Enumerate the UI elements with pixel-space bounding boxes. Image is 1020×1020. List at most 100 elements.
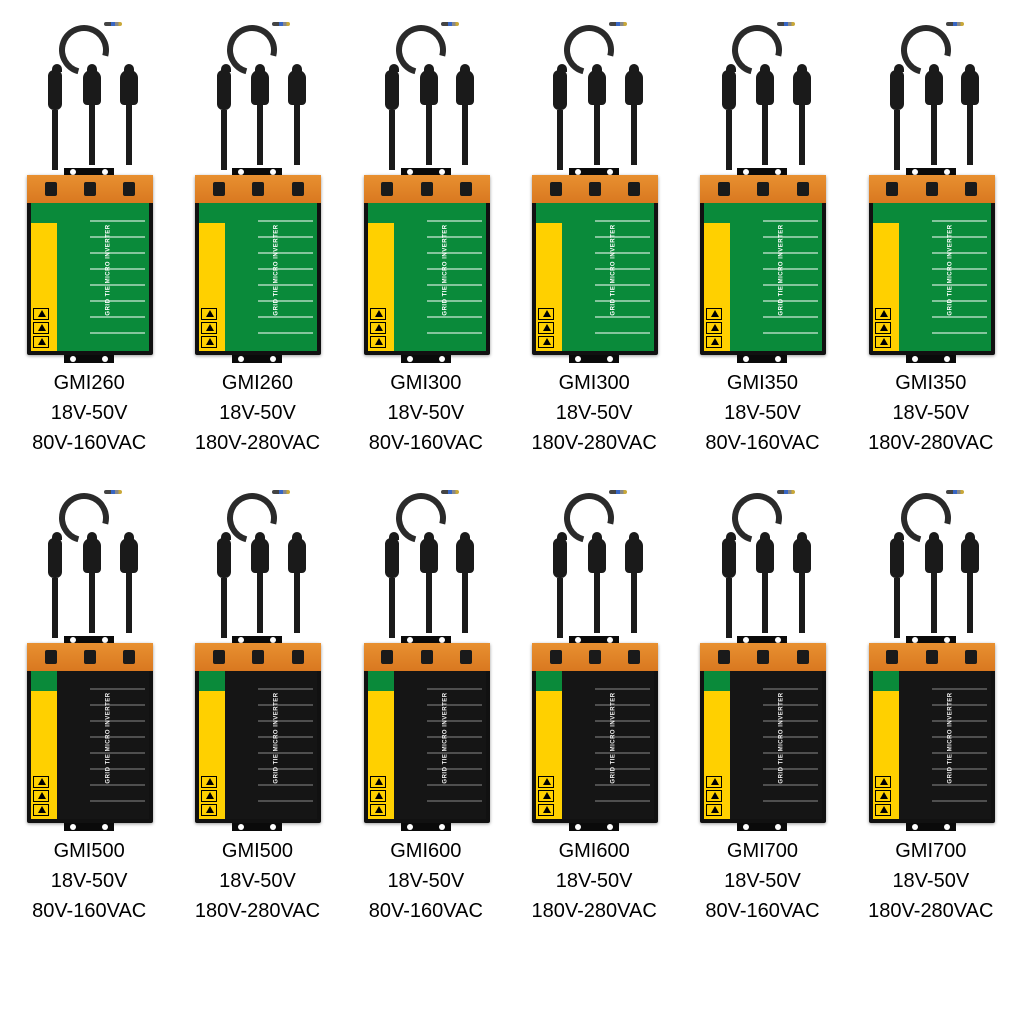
product-card: WARNING DANGER GRID TIE MICRO INVERTER G… [515, 20, 673, 458]
product-card: WARNING DANGER GRID TIE MICRO INVERTER G… [852, 488, 1010, 926]
ac-range-text: 80V-160VAC [705, 896, 819, 926]
ac-range-text: 80V-160VAC [369, 896, 483, 926]
model-text: GMI350 [705, 368, 819, 398]
product-card: WARNING DANGER GRID TIE MICRO INVERTER G… [178, 20, 336, 458]
hazard-icons [875, 776, 891, 816]
hazard-icons [538, 776, 554, 816]
device-body: WARNING DANGER GRID TIE MICRO INVERTER [364, 643, 490, 823]
hazard-icons [706, 308, 722, 348]
mount-bracket-icon [906, 355, 956, 363]
product-image: WARNING DANGER GRID TIE MICRO INVERTER [861, 20, 1001, 360]
connector-icon [791, 70, 813, 170]
device-body: WARNING DANGER GRID TIE MICRO INVERTER [700, 175, 826, 355]
model-text: GMI700 [705, 836, 819, 866]
model-text: GMI300 [369, 368, 483, 398]
device-body: WARNING DANGER GRID TIE MICRO INVERTER [532, 175, 658, 355]
hazard-icons [201, 776, 217, 816]
dc-range-text: 18V-50V [868, 398, 993, 428]
model-text: GMI700 [868, 836, 993, 866]
product-specs: GMI500 18V-50V 80V-160VAC [32, 836, 146, 926]
connector-icon [454, 538, 476, 638]
device-label: WARNING DANGER GRID TIE MICRO INVERTER [704, 203, 822, 351]
product-image: WARNING DANGER GRID TIE MICRO INVERTER [187, 20, 327, 360]
device-port-strip [869, 175, 995, 203]
connector-icon [549, 538, 571, 638]
device-label: WARNING DANGER GRID TIE MICRO INVERTER [368, 671, 486, 819]
spec-lines-icon [258, 681, 313, 809]
product-specs: GMI350 18V-50V 80V-160VAC [705, 368, 819, 458]
connector-icon [44, 70, 66, 170]
connector-icon [754, 70, 776, 170]
product-specs: GMI350 18V-50V 180V-280VAC [868, 368, 993, 458]
connector-icon [44, 538, 66, 638]
spec-lines-icon [763, 213, 818, 341]
device-port-strip [364, 175, 490, 203]
connector-icon [286, 538, 308, 638]
cable-icon [727, 488, 787, 538]
ac-range-text: 180V-280VAC [195, 428, 320, 458]
product-specs: GMI600 18V-50V 80V-160VAC [369, 836, 483, 926]
product-specs: GMI700 18V-50V 180V-280VAC [868, 836, 993, 926]
device-body: WARNING DANGER GRID TIE MICRO INVERTER [364, 175, 490, 355]
model-text: GMI260 [195, 368, 320, 398]
mount-bracket-icon [232, 355, 282, 363]
ac-range-text: 180V-280VAC [532, 428, 657, 458]
ac-range-text: 180V-280VAC [868, 896, 993, 926]
device-body: WARNING DANGER GRID TIE MICRO INVERTER [195, 175, 321, 355]
connector-icon [213, 538, 235, 638]
product-card: WARNING DANGER GRID TIE MICRO INVERTER G… [347, 20, 505, 458]
hazard-icons [538, 308, 554, 348]
dc-range-text: 18V-50V [705, 398, 819, 428]
device-body: WARNING DANGER GRID TIE MICRO INVERTER [532, 643, 658, 823]
connector-icon [381, 538, 403, 638]
cable-icon [222, 488, 282, 538]
connector-icon [886, 538, 908, 638]
device-port-strip [195, 175, 321, 203]
hazard-icons [370, 308, 386, 348]
spec-lines-icon [932, 213, 987, 341]
product-image: WARNING DANGER GRID TIE MICRO INVERTER [524, 20, 664, 360]
connectors [37, 538, 147, 648]
product-image: WARNING DANGER GRID TIE MICRO INVERTER [19, 488, 159, 828]
connectors [374, 70, 484, 180]
spec-lines-icon [427, 213, 482, 341]
device-port-strip [27, 643, 153, 671]
cable-icon [54, 20, 114, 70]
device-body: WARNING DANGER GRID TIE MICRO INVERTER [869, 643, 995, 823]
product-specs: GMI300 18V-50V 80V-160VAC [369, 368, 483, 458]
model-text: GMI300 [532, 368, 657, 398]
connector-icon [249, 538, 271, 638]
dc-range-text: 18V-50V [532, 866, 657, 896]
product-card: WARNING DANGER GRID TIE MICRO INVERTER G… [10, 20, 168, 458]
mount-bracket-icon [232, 823, 282, 831]
connectors [205, 70, 315, 180]
connector-icon [418, 70, 440, 170]
cable-icon [896, 20, 956, 70]
spec-lines-icon [932, 681, 987, 809]
product-card: WARNING DANGER GRID TIE MICRO INVERTER G… [347, 488, 505, 926]
connectors [542, 70, 652, 180]
connectors [879, 70, 989, 180]
connector-icon [81, 538, 103, 638]
device-port-strip [869, 643, 995, 671]
device-port-strip [27, 175, 153, 203]
connectors [710, 70, 820, 180]
cable-icon [222, 20, 282, 70]
connector-icon [886, 70, 908, 170]
product-image: WARNING DANGER GRID TIE MICRO INVERTER [356, 488, 496, 828]
hazard-icons [33, 776, 49, 816]
product-specs: GMI260 18V-50V 180V-280VAC [195, 368, 320, 458]
connector-icon [923, 538, 945, 638]
device-port-strip [532, 643, 658, 671]
device-port-strip [195, 643, 321, 671]
connector-icon [718, 538, 740, 638]
device-port-strip [700, 175, 826, 203]
connector-icon [381, 70, 403, 170]
mount-bracket-icon [401, 823, 451, 831]
product-card: WARNING DANGER GRID TIE MICRO INVERTER G… [852, 20, 1010, 458]
model-text: GMI350 [868, 368, 993, 398]
connectors [542, 538, 652, 648]
connector-icon [213, 70, 235, 170]
cable-icon [54, 488, 114, 538]
ac-range-text: 80V-160VAC [32, 896, 146, 926]
